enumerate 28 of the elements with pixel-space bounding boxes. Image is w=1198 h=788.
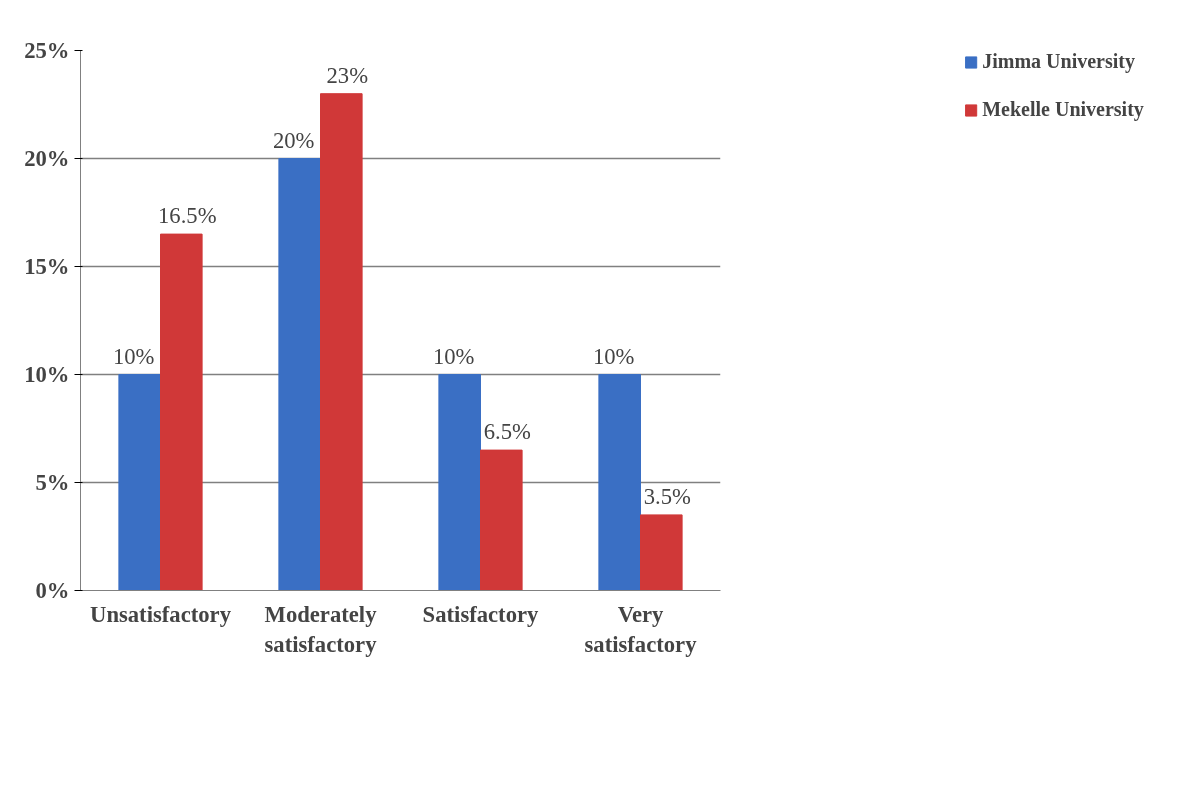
x-tick-label: Satisfactory <box>422 601 540 627</box>
y-tick-label: 5% <box>35 470 70 495</box>
data-label: 10% <box>112 343 155 369</box>
x-tick-label: Very satisfactory <box>584 601 698 657</box>
bar <box>480 449 523 591</box>
bar <box>598 374 641 591</box>
data-label: 3.5% <box>643 483 692 509</box>
bar <box>118 374 161 591</box>
x-tick-label: Unsatisfactory <box>90 601 232 627</box>
legend-label: Jimma University <box>982 50 1135 73</box>
bar <box>640 514 683 591</box>
data-label: 16.5% <box>158 203 217 229</box>
data-label: 10% <box>432 343 475 369</box>
y-tick-label: 0% <box>35 578 70 603</box>
bar <box>320 93 363 591</box>
y-tick-label: 15% <box>24 254 70 279</box>
data-label: 23% <box>326 62 369 88</box>
bar <box>438 374 481 591</box>
x-tick-label: Moderately satisfactory <box>264 601 378 657</box>
data-label: 6.5% <box>483 419 532 445</box>
y-tick-label: 25% <box>24 38 70 63</box>
bar <box>160 233 203 591</box>
y-tick-label: 10% <box>24 362 70 387</box>
y-tick-label: 20% <box>24 146 70 171</box>
legend-label: Mekelle University <box>982 98 1144 121</box>
bar <box>278 158 321 591</box>
data-label: 20% <box>272 127 315 153</box>
data-label: 10% <box>592 343 635 369</box>
